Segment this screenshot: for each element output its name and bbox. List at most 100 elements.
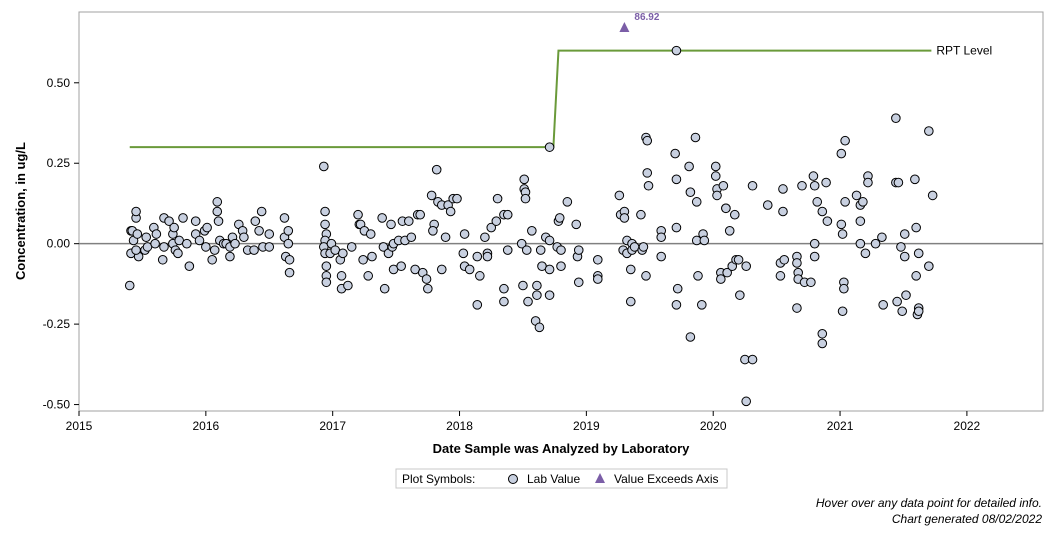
data-point[interactable]: [614, 190, 625, 201]
data-point[interactable]: [499, 296, 509, 307]
data-point[interactable]: [592, 254, 603, 265]
data-point[interactable]: [249, 245, 259, 255]
data-point[interactable]: [897, 306, 908, 317]
data-point[interactable]: [131, 206, 141, 217]
data-point[interactable]: [822, 216, 833, 226]
data-point[interactable]: [464, 264, 475, 275]
data-point[interactable]: [256, 206, 267, 217]
data-point[interactable]: [421, 274, 432, 284]
data-point[interactable]: [472, 300, 483, 310]
data-point[interactable]: [592, 274, 603, 284]
data-point[interactable]: [836, 148, 847, 159]
data-point[interactable]: [428, 226, 438, 236]
data-point[interactable]: [899, 229, 910, 239]
data-point[interactable]: [858, 197, 868, 207]
data-point[interactable]: [353, 209, 363, 220]
data-point[interactable]: [415, 209, 426, 220]
data-point[interactable]: [284, 254, 295, 265]
data-point[interactable]: [685, 187, 696, 197]
data-point[interactable]: [571, 219, 582, 230]
data-point[interactable]: [527, 226, 537, 236]
data-point[interactable]: [855, 216, 866, 226]
data-point[interactable]: [475, 271, 485, 281]
data-point[interactable]: [502, 245, 513, 255]
data-point[interactable]: [775, 271, 786, 281]
data-point[interactable]: [747, 180, 758, 191]
data-point[interactable]: [901, 290, 911, 300]
data-point[interactable]: [625, 296, 636, 307]
data-point[interactable]: [671, 222, 682, 233]
data-point[interactable]: [860, 248, 871, 259]
data-point[interactable]: [924, 126, 934, 136]
data-point[interactable]: [544, 142, 555, 152]
data-point[interactable]: [779, 254, 790, 265]
data-point[interactable]: [817, 206, 828, 217]
data-point[interactable]: [519, 174, 530, 185]
data-point[interactable]: [535, 245, 546, 255]
data-point[interactable]: [283, 238, 294, 249]
data-point[interactable]: [182, 238, 192, 249]
data-point[interactable]: [685, 332, 696, 342]
data-point[interactable]: [699, 235, 710, 246]
data-point[interactable]: [363, 271, 374, 281]
data-point[interactable]: [225, 251, 235, 262]
data-point[interactable]: [693, 271, 703, 281]
data-point[interactable]: [747, 354, 758, 365]
data-point[interactable]: [718, 180, 729, 191]
data-point[interactable]: [573, 245, 584, 255]
data-point[interactable]: [336, 271, 347, 281]
data-point[interactable]: [213, 216, 224, 226]
data-point[interactable]: [379, 283, 390, 294]
data-point[interactable]: [671, 300, 682, 310]
data-point[interactable]: [870, 238, 881, 249]
data-point[interactable]: [896, 242, 906, 252]
data-point[interactable]: [279, 213, 290, 223]
data-point[interactable]: [716, 274, 726, 284]
data-point[interactable]: [358, 254, 368, 265]
data-point[interactable]: [671, 174, 682, 185]
data-point[interactable]: [190, 216, 201, 226]
data-point[interactable]: [927, 190, 938, 201]
data-point[interactable]: [532, 290, 542, 300]
data-point[interactable]: [893, 177, 904, 188]
data-point[interactable]: [141, 232, 152, 243]
data-point[interactable]: [809, 180, 820, 191]
data-point[interactable]: [741, 261, 751, 272]
data-point[interactable]: [459, 229, 470, 239]
data-point[interactable]: [440, 232, 451, 243]
data-point[interactable]: [124, 280, 135, 291]
data-point[interactable]: [209, 245, 220, 255]
data-point[interactable]: [792, 258, 802, 268]
data-point[interactable]: [877, 232, 887, 243]
data-point[interactable]: [521, 245, 532, 255]
data-point[interactable]: [670, 148, 680, 159]
data-point[interactable]: [502, 209, 513, 220]
data-point[interactable]: [696, 300, 707, 310]
data-point[interactable]: [201, 242, 211, 252]
data-point[interactable]: [194, 235, 205, 246]
data-point[interactable]: [480, 232, 490, 243]
data-point[interactable]: [809, 251, 820, 262]
data-point[interactable]: [367, 251, 377, 262]
data-point[interactable]: [377, 213, 387, 223]
data-point[interactable]: [321, 277, 332, 288]
data-point[interactable]: [283, 226, 294, 236]
data-point[interactable]: [320, 219, 330, 230]
data-point[interactable]: [365, 229, 376, 239]
data-point[interactable]: [472, 251, 483, 262]
data-point[interactable]: [150, 238, 160, 249]
data-point[interactable]: [230, 238, 240, 249]
data-point[interactable]: [159, 242, 169, 252]
data-point[interactable]: [426, 190, 437, 201]
data-point[interactable]: [913, 248, 924, 259]
data-point[interactable]: [808, 171, 819, 181]
data-point[interactable]: [544, 235, 555, 246]
data-point[interactable]: [855, 238, 866, 249]
data-point[interactable]: [839, 283, 849, 294]
data-point[interactable]: [250, 216, 261, 226]
data-point[interactable]: [131, 245, 141, 255]
data-point[interactable]: [573, 277, 584, 288]
data-point[interactable]: [913, 306, 924, 317]
data-point[interactable]: [264, 229, 275, 239]
data-point[interactable]: [284, 267, 295, 278]
